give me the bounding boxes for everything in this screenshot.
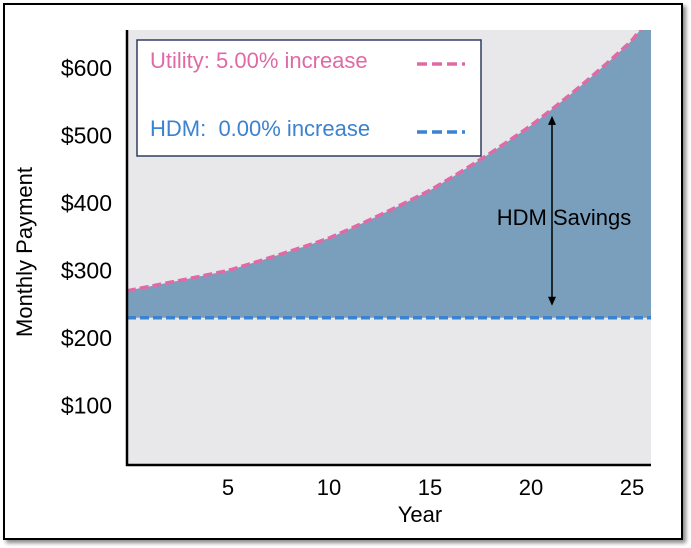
legend-label-utility: Utility: 5.00% increase [150,48,368,73]
x-tick-label: 10 [317,475,341,500]
y-axis-title: Monthly Payment [12,167,37,337]
arrow-head-top [548,115,556,125]
y-tick-label: $600 [61,55,112,81]
savings-annotation: HDM Savings [497,115,631,306]
y-tick-label: $300 [61,258,112,284]
legend: Utility: 5.00% increase HDM: 0.00% incre… [136,39,482,157]
legend-box [136,39,482,157]
x-tick-label: 15 [418,475,442,500]
x-tick-label: 5 [222,475,234,500]
y-tick-label: $200 [61,325,112,351]
legend-label-hdm: HDM: 0.00% increase [150,116,370,141]
x-tick-label: 25 [620,475,644,500]
y-tick-label: $100 [61,393,112,419]
x-tick-label: 20 [519,475,543,500]
y-tick-label: $400 [61,190,112,216]
arrow-head-bottom [548,296,556,306]
x-axis-title: Year [398,502,442,527]
utility-series-line [127,30,643,293]
y-tick-label: $500 [61,123,112,149]
savings-area [127,30,651,318]
savings-label: HDM Savings [497,205,631,230]
